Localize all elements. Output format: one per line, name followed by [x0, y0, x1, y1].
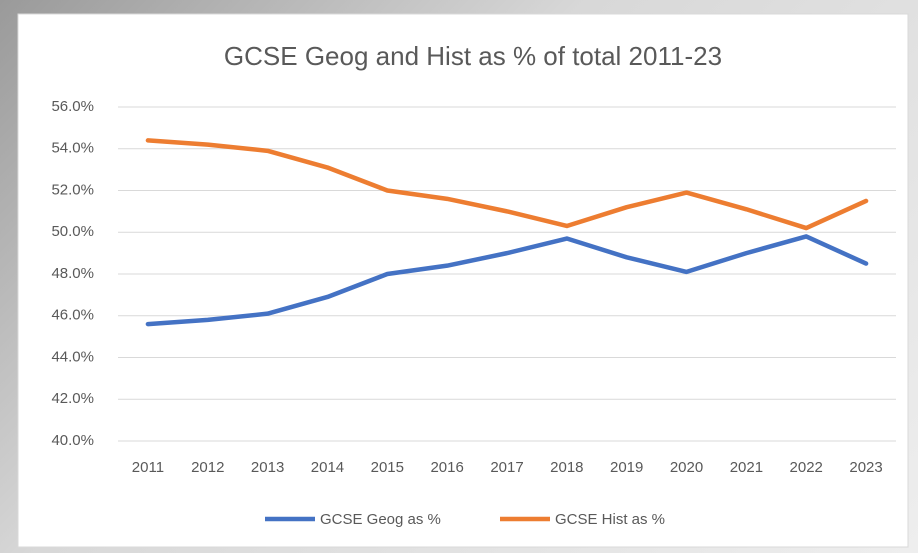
x-tick-label: 2023 [849, 459, 882, 476]
x-tick-label: 2013 [251, 459, 284, 476]
x-tick-label: 2022 [790, 459, 823, 476]
y-tick-label: 42.0% [51, 390, 94, 407]
y-tick-label: 54.0% [51, 140, 94, 157]
x-tick-label: 2021 [730, 459, 763, 476]
x-tick-label: 2018 [550, 459, 583, 476]
y-tick-label: 48.0% [51, 265, 94, 282]
x-tick-label: 2016 [430, 459, 463, 476]
x-tick-label: 2011 [132, 459, 164, 476]
chart-title: GCSE Geog and Hist as % of total 2011-23 [224, 41, 722, 71]
legend-label: GCSE Geog as % [320, 511, 441, 528]
x-tick-label: 2015 [371, 459, 404, 476]
x-tick-label: 2019 [610, 459, 643, 476]
y-tick-label: 56.0% [51, 98, 94, 115]
x-tick-label: 2017 [490, 459, 523, 476]
y-tick-label: 46.0% [51, 307, 94, 324]
x-tick-label: 2020 [670, 459, 703, 476]
chart-frame [17, 13, 909, 548]
x-tick-label: 2014 [311, 459, 344, 476]
legend-label: GCSE Hist as % [555, 511, 665, 528]
y-tick-label: 50.0% [51, 223, 94, 240]
y-tick-label: 40.0% [51, 432, 94, 449]
series-line [145, 234, 869, 327]
series-line [145, 138, 869, 231]
y-tick-label: 52.0% [51, 181, 94, 198]
x-tick-label: 2012 [191, 459, 224, 476]
y-tick-label: 44.0% [51, 348, 94, 365]
